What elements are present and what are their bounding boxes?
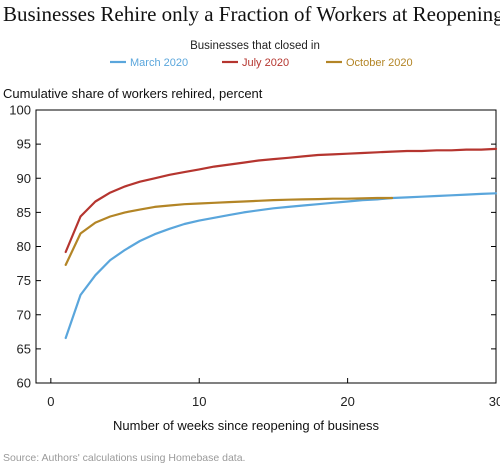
series-line-october-2020 xyxy=(64,196,394,266)
source-note: Source: Authors' calculations using Home… xyxy=(3,452,245,464)
x-axis-label: Number of weeks since reopening of busin… xyxy=(113,418,379,433)
y-tick-label: 75 xyxy=(17,273,31,288)
x-tick-label: 10 xyxy=(192,394,206,409)
legend-label-march-2020: March 2020 xyxy=(130,57,188,69)
y-tick-label: 60 xyxy=(17,376,31,391)
legend-label-july-2020: July 2020 xyxy=(242,57,289,69)
legend-title: Businesses that closed in xyxy=(190,40,320,52)
series-line-july-2020 xyxy=(64,147,498,254)
series-line-march-2020 xyxy=(64,192,498,340)
y-tick-label: 70 xyxy=(17,307,31,322)
series-lines xyxy=(64,147,498,340)
y-tick-label: 100 xyxy=(9,103,31,118)
y-tick-label: 85 xyxy=(17,205,31,220)
x-tick-label: 20 xyxy=(340,394,354,409)
legend: March 2020 July 2020 October 2020 xyxy=(110,57,413,69)
chart-title: Businesses Rehire only a Fraction of Wor… xyxy=(3,2,500,26)
y-tick-label: 95 xyxy=(17,137,31,152)
x-tick-label: 0 xyxy=(47,394,54,409)
y-axis-ticks: 60 65 70 75 80 85 90 95 100 xyxy=(9,103,496,391)
x-tick-label: 30 xyxy=(489,394,500,409)
x-axis-ticks: 0 10 20 30 xyxy=(47,378,500,409)
y-tick-label: 90 xyxy=(17,171,31,186)
legend-label-october-2020: October 2020 xyxy=(346,57,413,69)
y-tick-label: 65 xyxy=(17,341,31,356)
y-tick-label: 80 xyxy=(17,239,31,254)
y-axis-label: Cumulative share of workers rehired, per… xyxy=(3,86,263,101)
